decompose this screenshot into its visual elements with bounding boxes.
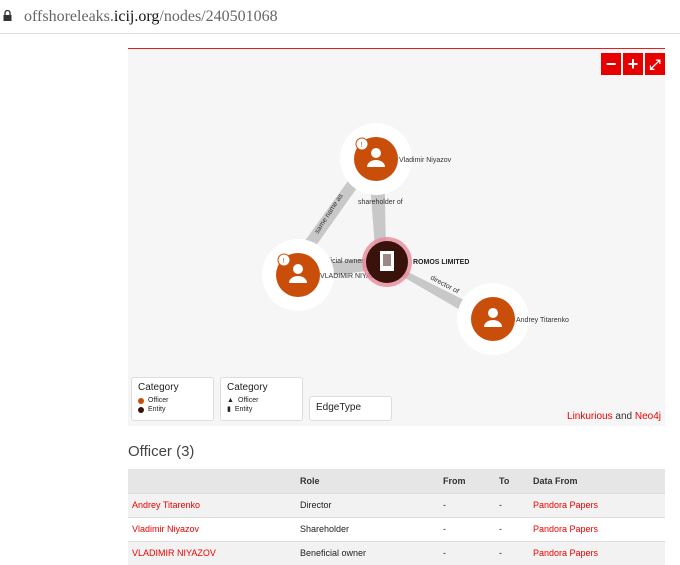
col-role: Role [296,469,439,493]
table-row: Vladimir Niyazov Shareholder - - Pandora Pap… [128,516,665,541]
table-row: Andrey Titarenko Director - - Pandora Papers [128,492,665,517]
source-link[interactable]: Pandora Papers [533,524,599,534]
graph-view[interactable]: − + ⤢ shareholder of same name as benefi… [128,48,665,426]
svg-text:Andrey Titarenko: Andrey Titarenko [516,317,569,324]
col-data-from: Data From [529,469,665,493]
svg-text:!: ! [283,258,285,265]
svg-text:Vladimir Niyazov: Vladimir Niyazov [399,157,452,164]
node-vladimir-upper[interactable]: ! VLADIMIR NIYAZOV [262,239,386,311]
node-romos[interactable]: ROMOS LIMITED [362,237,469,287]
zoom-out-button[interactable]: − [601,53,621,75]
col-from: From [439,469,495,493]
building-icon: ▮ [227,406,231,413]
svg-text:VLADIMIR NIYAZOV: VLADIMIR NIYAZOV [320,273,386,280]
node-andrey[interactable]: Andrey Titarenko [457,283,569,355]
officer-link[interactable]: Andrey Titarenko [132,500,201,510]
url-text[interactable]: offshoreleaks.icij.org/nodes/240501068 [24,8,278,26]
lock-icon [3,10,12,21]
url-path: /nodes/240501068 [159,8,278,25]
address-bar[interactable]: offshoreleaks.icij.org/nodes/240501068 [0,0,680,34]
fullscreen-button[interactable]: ⤢ [645,53,665,75]
linkurious-link[interactable]: Linkurious [567,411,613,422]
person-icon [371,148,381,158]
legend-category-icon: Category ▲ Officer ▮ Entity [220,377,303,421]
credits: Linkurious and Neo4j [567,411,661,422]
neo4j-link[interactable]: Neo4j [634,411,661,422]
svg-text:ROMOS LIMITED: ROMOS LIMITED [413,259,469,266]
source-link[interactable]: Pandora Papers [533,548,599,559]
table-row: VLADIMIR NIYAZOV Beneficial owner - - Pandor… [128,540,665,565]
officer-table: Role From To Data From Andrey Titarenko D… [128,469,665,565]
edge-label: same name as [314,192,345,235]
node-vladimir[interactable]: ! Vladimir Niyazov [340,123,452,195]
col-to: To [495,469,529,493]
person-icon: ▲ [227,397,234,404]
person-icon [293,264,303,274]
section-title: Officer (3) [128,443,195,460]
edge-label: beneficial owner of [313,258,371,265]
url-prefix: offshoreleaks. [24,8,114,25]
edge-label: shareholder of [358,199,403,206]
officer-link[interactable]: VLADIMIR NIYAZOV [132,548,216,559]
person-icon [488,308,498,318]
legend-edgetype: EdgeType [309,396,392,421]
col-name [128,469,296,493]
url-domain: icij.org [113,8,160,25]
svg-text:!: ! [361,142,363,149]
legend-category-color: Category Officer Entity [131,377,214,421]
zoom-in-button[interactable]: + [623,53,643,75]
officer-link[interactable]: Vladimir Niyazov [132,524,200,534]
source-link[interactable]: Pandora Papers [533,500,599,510]
